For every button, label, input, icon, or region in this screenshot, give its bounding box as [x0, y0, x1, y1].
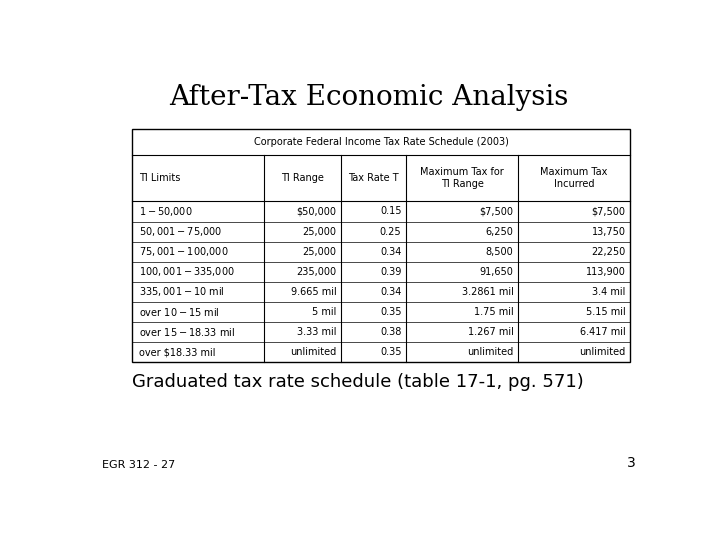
- Text: 0.34: 0.34: [380, 247, 402, 256]
- Text: 91,650: 91,650: [480, 267, 513, 276]
- Text: 0.25: 0.25: [380, 227, 402, 237]
- Text: 25,000: 25,000: [302, 247, 337, 256]
- Text: over $10 - $15 mil: over $10 - $15 mil: [138, 306, 220, 318]
- Text: $100,001-$335,000: $100,001-$335,000: [138, 265, 234, 278]
- Text: 5 mil: 5 mil: [312, 307, 337, 317]
- Text: $335,001-$10 mil: $335,001-$10 mil: [138, 285, 224, 298]
- Text: 0.35: 0.35: [380, 347, 402, 357]
- Text: $7,500: $7,500: [592, 206, 626, 217]
- Text: Tax Rate T: Tax Rate T: [348, 173, 399, 183]
- Text: 25,000: 25,000: [302, 227, 337, 237]
- Text: over $15 - $18.33 mil: over $15 - $18.33 mil: [138, 326, 235, 338]
- Text: Corporate Federal Income Tax Rate Schedule (2003): Corporate Federal Income Tax Rate Schedu…: [253, 137, 508, 147]
- Text: $7,500: $7,500: [480, 206, 513, 217]
- Text: 3: 3: [627, 456, 636, 470]
- Text: 3.4 mil: 3.4 mil: [593, 287, 626, 297]
- Text: 0.39: 0.39: [380, 267, 402, 276]
- Text: 6.417 mil: 6.417 mil: [580, 327, 626, 337]
- Text: Graduated tax rate schedule (table 17-1, pg. 571): Graduated tax rate schedule (table 17-1,…: [132, 373, 584, 392]
- Text: 113,900: 113,900: [586, 267, 626, 276]
- Text: TI Range: TI Range: [281, 173, 324, 183]
- Text: Maximum Tax for
TI Range: Maximum Tax for TI Range: [420, 167, 504, 189]
- Text: 0.15: 0.15: [380, 206, 402, 217]
- Text: unlimited: unlimited: [290, 347, 337, 357]
- Text: 0.34: 0.34: [380, 287, 402, 297]
- Text: 9.665 mil: 9.665 mil: [291, 287, 337, 297]
- Text: TI Limits: TI Limits: [138, 173, 180, 183]
- Text: $50,001-$75,000: $50,001-$75,000: [138, 225, 222, 238]
- Text: 3.33 mil: 3.33 mil: [297, 327, 337, 337]
- Text: 3.2861 mil: 3.2861 mil: [462, 287, 513, 297]
- Text: over $18.33 mil: over $18.33 mil: [138, 347, 215, 357]
- Text: 6,250: 6,250: [486, 227, 513, 237]
- Text: 1.75 mil: 1.75 mil: [474, 307, 513, 317]
- Text: unlimited: unlimited: [467, 347, 513, 357]
- Text: 0.38: 0.38: [380, 327, 402, 337]
- Text: 1.267 mil: 1.267 mil: [468, 327, 513, 337]
- Text: $1-$50,000: $1-$50,000: [138, 205, 192, 218]
- Text: After-Tax Economic Analysis: After-Tax Economic Analysis: [169, 84, 569, 111]
- Text: 22,250: 22,250: [591, 247, 626, 256]
- Text: $75,001-$100,000: $75,001-$100,000: [138, 245, 228, 258]
- Text: 8,500: 8,500: [486, 247, 513, 256]
- Text: $50,000: $50,000: [297, 206, 337, 217]
- Text: 235,000: 235,000: [297, 267, 337, 276]
- Text: 0.35: 0.35: [380, 307, 402, 317]
- Text: EGR 312 - 27: EGR 312 - 27: [102, 460, 176, 470]
- Text: 13,750: 13,750: [592, 227, 626, 237]
- Text: Maximum Tax
Incurred: Maximum Tax Incurred: [541, 167, 608, 189]
- Text: unlimited: unlimited: [580, 347, 626, 357]
- Text: 5.15 mil: 5.15 mil: [586, 307, 626, 317]
